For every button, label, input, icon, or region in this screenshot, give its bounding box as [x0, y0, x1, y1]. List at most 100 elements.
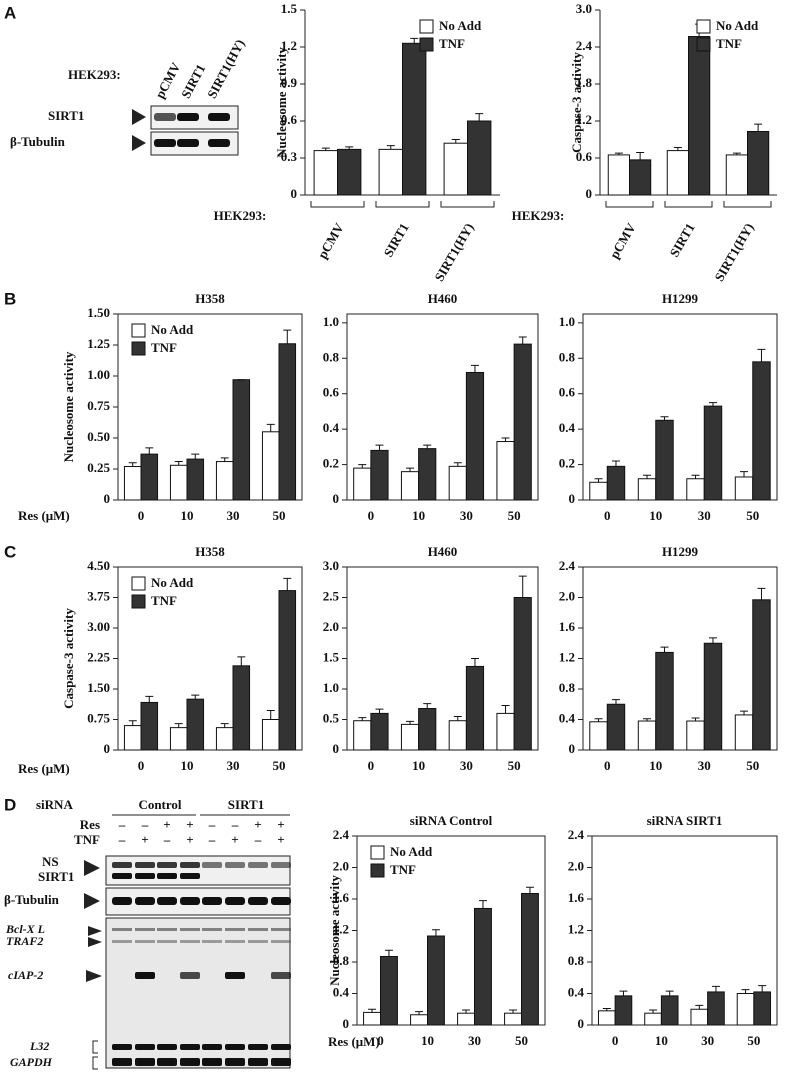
treatment-sign: + — [141, 832, 148, 847]
error-bar — [708, 402, 717, 407]
bar — [467, 120, 492, 196]
legend-label: No Add — [390, 844, 433, 859]
x-tick-label: 30 — [227, 508, 240, 523]
y-tick-label: 0.75 — [87, 398, 110, 413]
error-bar — [501, 437, 510, 442]
bar — [465, 665, 485, 751]
y-tick-label: 0.2 — [559, 456, 575, 471]
error-bar — [732, 152, 741, 155]
bar — [589, 481, 608, 501]
arrowhead — [86, 970, 102, 982]
y-tick-label: 0.6 — [576, 149, 593, 164]
bar — [363, 1011, 381, 1026]
blot-band — [225, 1044, 245, 1050]
category-bracket — [375, 201, 430, 208]
bar — [465, 371, 485, 501]
arrowhead — [88, 937, 102, 947]
legend-swatch — [131, 594, 146, 609]
bar — [232, 379, 251, 501]
blot-band — [202, 928, 222, 931]
y-axis-label: Caspase-3 activity — [61, 608, 76, 709]
blot-row-label: β-Tubulin — [4, 892, 60, 907]
blot-row-label: β-Tubulin — [10, 134, 66, 149]
bar — [629, 159, 652, 196]
error-bar — [321, 147, 330, 151]
bar — [707, 991, 725, 1026]
blot-band — [180, 940, 200, 943]
category-bracket — [723, 201, 772, 208]
bar — [380, 955, 398, 1026]
error-bar — [174, 461, 183, 466]
blot-band — [180, 897, 200, 905]
error-bar — [375, 708, 384, 714]
y-tick-label: 0.3 — [281, 149, 298, 164]
treatment-sign: – — [231, 817, 239, 832]
bar — [660, 995, 679, 1026]
bar — [353, 467, 372, 501]
x-tick-label: SIRT1 — [666, 220, 697, 259]
blot-band — [157, 873, 177, 879]
legend-swatch — [131, 341, 146, 356]
error-bar — [649, 1009, 658, 1014]
y-axis-label: Nucleosome activity — [61, 351, 76, 462]
error-bar — [358, 464, 367, 469]
blot-band — [135, 862, 155, 868]
y-tick-label: 0 — [104, 741, 111, 756]
blot-band — [180, 862, 200, 868]
y-tick-label: 1.2 — [333, 921, 349, 936]
bar — [734, 476, 754, 501]
error-bar — [665, 990, 674, 996]
x-tick-label: 50 — [515, 1033, 528, 1048]
x-tick-label: 30 — [460, 758, 473, 773]
error-bar — [368, 1008, 377, 1013]
blot-band — [271, 928, 291, 931]
x-axis-label: Res (μM) — [18, 761, 70, 776]
blot-band — [225, 940, 245, 943]
error-bar — [509, 1009, 518, 1014]
blot-band — [157, 1058, 177, 1066]
bar — [666, 150, 690, 196]
y-tick-label: 2.25 — [87, 649, 110, 664]
y-tick-label: 0.4 — [559, 420, 576, 435]
bar — [637, 720, 657, 751]
treatment-sign: + — [254, 817, 261, 832]
error-bar — [754, 123, 763, 132]
y-tick-label: 0.5 — [323, 710, 340, 725]
treatment-label: TNF — [74, 832, 100, 847]
bar — [186, 458, 205, 501]
y-tick-label: 2.5 — [323, 588, 340, 603]
bar — [448, 465, 467, 501]
category-bracket — [605, 201, 654, 208]
y-tick-label: 2.4 — [333, 827, 350, 842]
y-tick-label: 0 — [569, 491, 576, 506]
bar — [313, 150, 339, 196]
x-tick-label: 0 — [368, 758, 375, 773]
treatment-sign: – — [141, 817, 149, 832]
y-tick-label: 1.5 — [281, 1, 298, 16]
error-bar — [266, 423, 275, 432]
blot-band — [154, 139, 176, 147]
x-axis-label: Res (μM) — [18, 508, 70, 523]
bar — [186, 698, 205, 751]
x-tick-label: 50 — [508, 758, 521, 773]
error-bar — [384, 949, 393, 957]
y-axis-label: Nucleosome activity — [327, 875, 342, 986]
blot-band — [112, 940, 132, 943]
error-bar — [237, 656, 246, 666]
x-axis-label: HEK293: — [512, 208, 565, 223]
blot-row-label: NS — [42, 854, 59, 869]
x-tick-label: 0 — [138, 508, 145, 523]
chart-title: H358 — [195, 291, 225, 306]
error-bar — [174, 723, 183, 728]
blot-band — [135, 897, 155, 905]
bar — [457, 1012, 475, 1026]
blot-band — [202, 1044, 222, 1050]
bar — [606, 465, 626, 501]
error-bar — [345, 146, 354, 150]
chart-title: siRNA SIRT1 — [647, 813, 723, 828]
error-bar — [757, 587, 766, 600]
x-tick-label: 30 — [701, 1033, 714, 1048]
bar — [655, 419, 674, 501]
category-bracket — [664, 201, 713, 208]
y-tick-label: 1.0 — [323, 314, 339, 329]
